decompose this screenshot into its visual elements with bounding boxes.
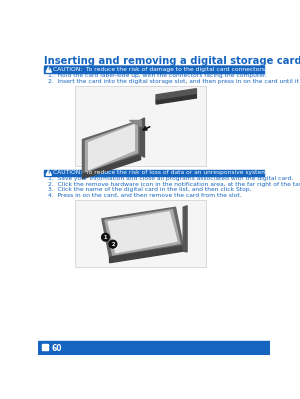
Bar: [38, 341, 270, 355]
Text: 2: 2: [111, 241, 115, 247]
Polygon shape: [141, 118, 145, 157]
Text: 1: 1: [104, 235, 107, 240]
Polygon shape: [183, 206, 187, 252]
Polygon shape: [89, 125, 134, 170]
Polygon shape: [105, 209, 180, 255]
Circle shape: [109, 240, 117, 248]
Text: CAUTION:  To reduce the risk of loss of data or an unresponsive system, use the : CAUTION: To reduce the risk of loss of d…: [53, 170, 300, 176]
Polygon shape: [82, 155, 141, 179]
Polygon shape: [82, 120, 141, 174]
Bar: [44, 170, 264, 176]
Bar: [42, 344, 48, 350]
Text: 1.  Hold the card label-side up, with the connectors facing the computer.: 1. Hold the card label-side up, with the…: [48, 73, 267, 78]
Polygon shape: [110, 246, 183, 263]
Text: Inserting and removing a digital storage card: Inserting and removing a digital storage…: [44, 55, 300, 65]
Text: 2.  Click the remove hardware icon in the notification area, at the far right of: 2. Click the remove hardware icon in the…: [48, 182, 300, 187]
Polygon shape: [129, 120, 141, 126]
Circle shape: [102, 233, 110, 241]
Bar: [44, 66, 264, 73]
Text: 1.  Save your information and close all programs associated with the digital car: 1. Save your information and close all p…: [48, 176, 294, 182]
Text: 4.  Press in on the card, and then remove the card from the slot.: 4. Press in on the card, and then remove…: [48, 193, 242, 198]
Polygon shape: [102, 207, 183, 257]
Polygon shape: [108, 212, 177, 253]
Text: 3.  Click the name of the digital card in the list, and then click Stop.: 3. Click the name of the digital card in…: [48, 187, 252, 192]
Bar: [75, 200, 206, 267]
Text: !: !: [47, 170, 50, 174]
Text: !: !: [47, 66, 50, 71]
Text: 60: 60: [52, 344, 62, 353]
Polygon shape: [46, 67, 52, 72]
Polygon shape: [85, 122, 137, 172]
Polygon shape: [156, 89, 196, 99]
Text: 2.  Insert the card into the digital storage slot, and then press in on the card: 2. Insert the card into the digital stor…: [48, 79, 300, 84]
Text: CAUTION:  To reduce the risk of damage to the digital card connectors, use minim: CAUTION: To reduce the risk of damage to…: [53, 67, 300, 72]
Polygon shape: [156, 93, 196, 104]
Polygon shape: [46, 170, 52, 175]
Bar: [75, 86, 206, 166]
